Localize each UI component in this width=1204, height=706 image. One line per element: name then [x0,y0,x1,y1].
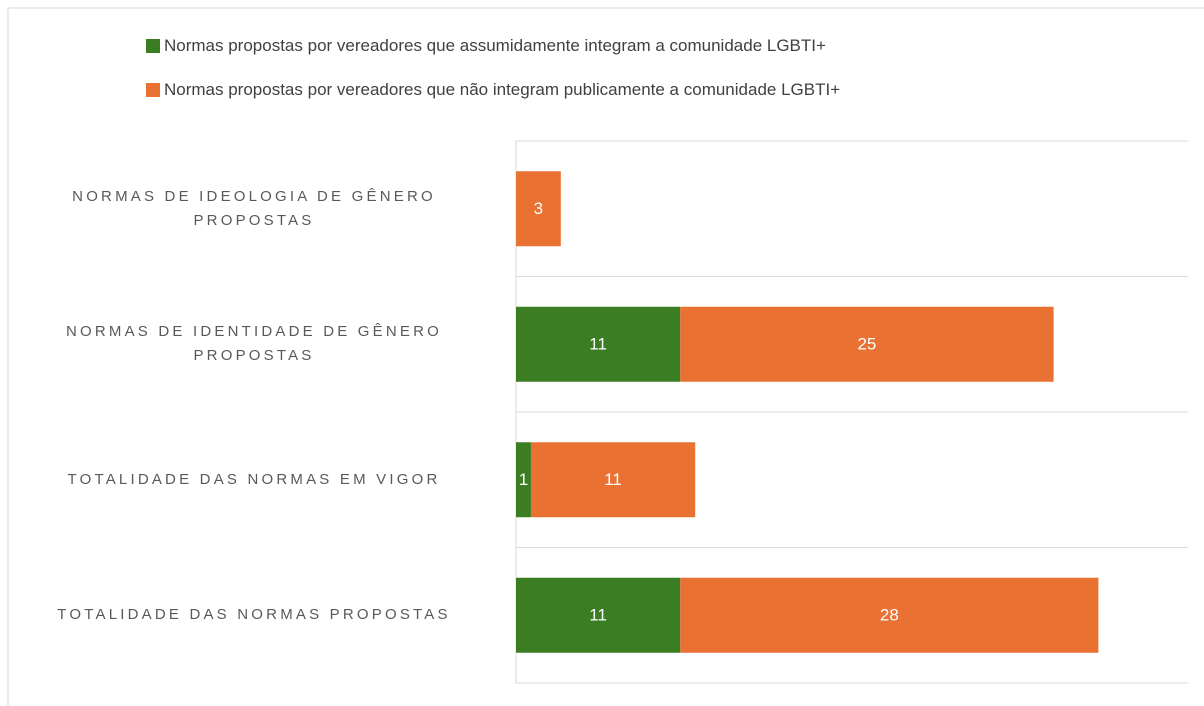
bar-segment [516,171,561,247]
data-label: 28 [880,606,899,625]
y-tick-label: NORMAS DE IDENTIDADE DE GÊNERO PROPOSTAS [65,323,443,365]
bar-segment [530,442,696,518]
bar-segment [516,442,531,518]
bar-segment [680,306,1054,382]
data-label: 1 [519,470,528,489]
legend-swatch [146,39,160,53]
data-label: 11 [589,335,607,354]
data-label: 25 [857,335,876,354]
bar-segment [516,306,681,382]
data-label: 11 [604,470,622,489]
legend-swatch [146,83,160,97]
y-tick-label: TOTALIDADE DAS NORMAS EM VIGOR [67,470,441,488]
legend-item: Normas propostas por vereadores que não … [146,80,840,100]
bar-segment [516,577,681,653]
legend-label: Normas propostas por vereadores que não … [164,80,841,99]
bar-segment [680,577,1099,653]
data-label: 3 [534,199,543,218]
legend-label: Normas propostas por vereadores que assu… [164,36,826,55]
y-tick-label: TOTALIDADE DAS NORMAS PROPOSTAS [57,606,451,624]
data-label: 11 [589,606,607,625]
y-tick-label: NORMAS DE IDEOLOGIA DE GÊNERO PROPOSTAS [72,187,436,229]
legend-item: Normas propostas por vereadores que assu… [146,36,826,56]
